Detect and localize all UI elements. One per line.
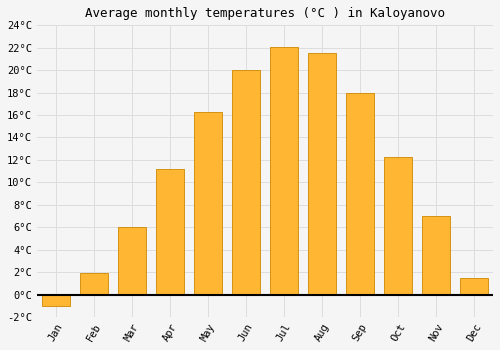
Bar xyxy=(156,169,184,294)
Bar xyxy=(346,93,374,294)
Bar xyxy=(308,53,336,294)
Bar xyxy=(460,278,488,294)
Bar xyxy=(80,273,108,294)
Bar xyxy=(194,112,222,294)
Bar xyxy=(232,70,260,294)
Bar xyxy=(422,216,450,294)
Bar xyxy=(270,47,298,294)
Title: Average monthly temperatures (°C ) in Kaloyanovo: Average monthly temperatures (°C ) in Ka… xyxy=(85,7,445,20)
Bar xyxy=(384,156,412,294)
Bar xyxy=(42,294,70,306)
Bar xyxy=(118,227,146,294)
